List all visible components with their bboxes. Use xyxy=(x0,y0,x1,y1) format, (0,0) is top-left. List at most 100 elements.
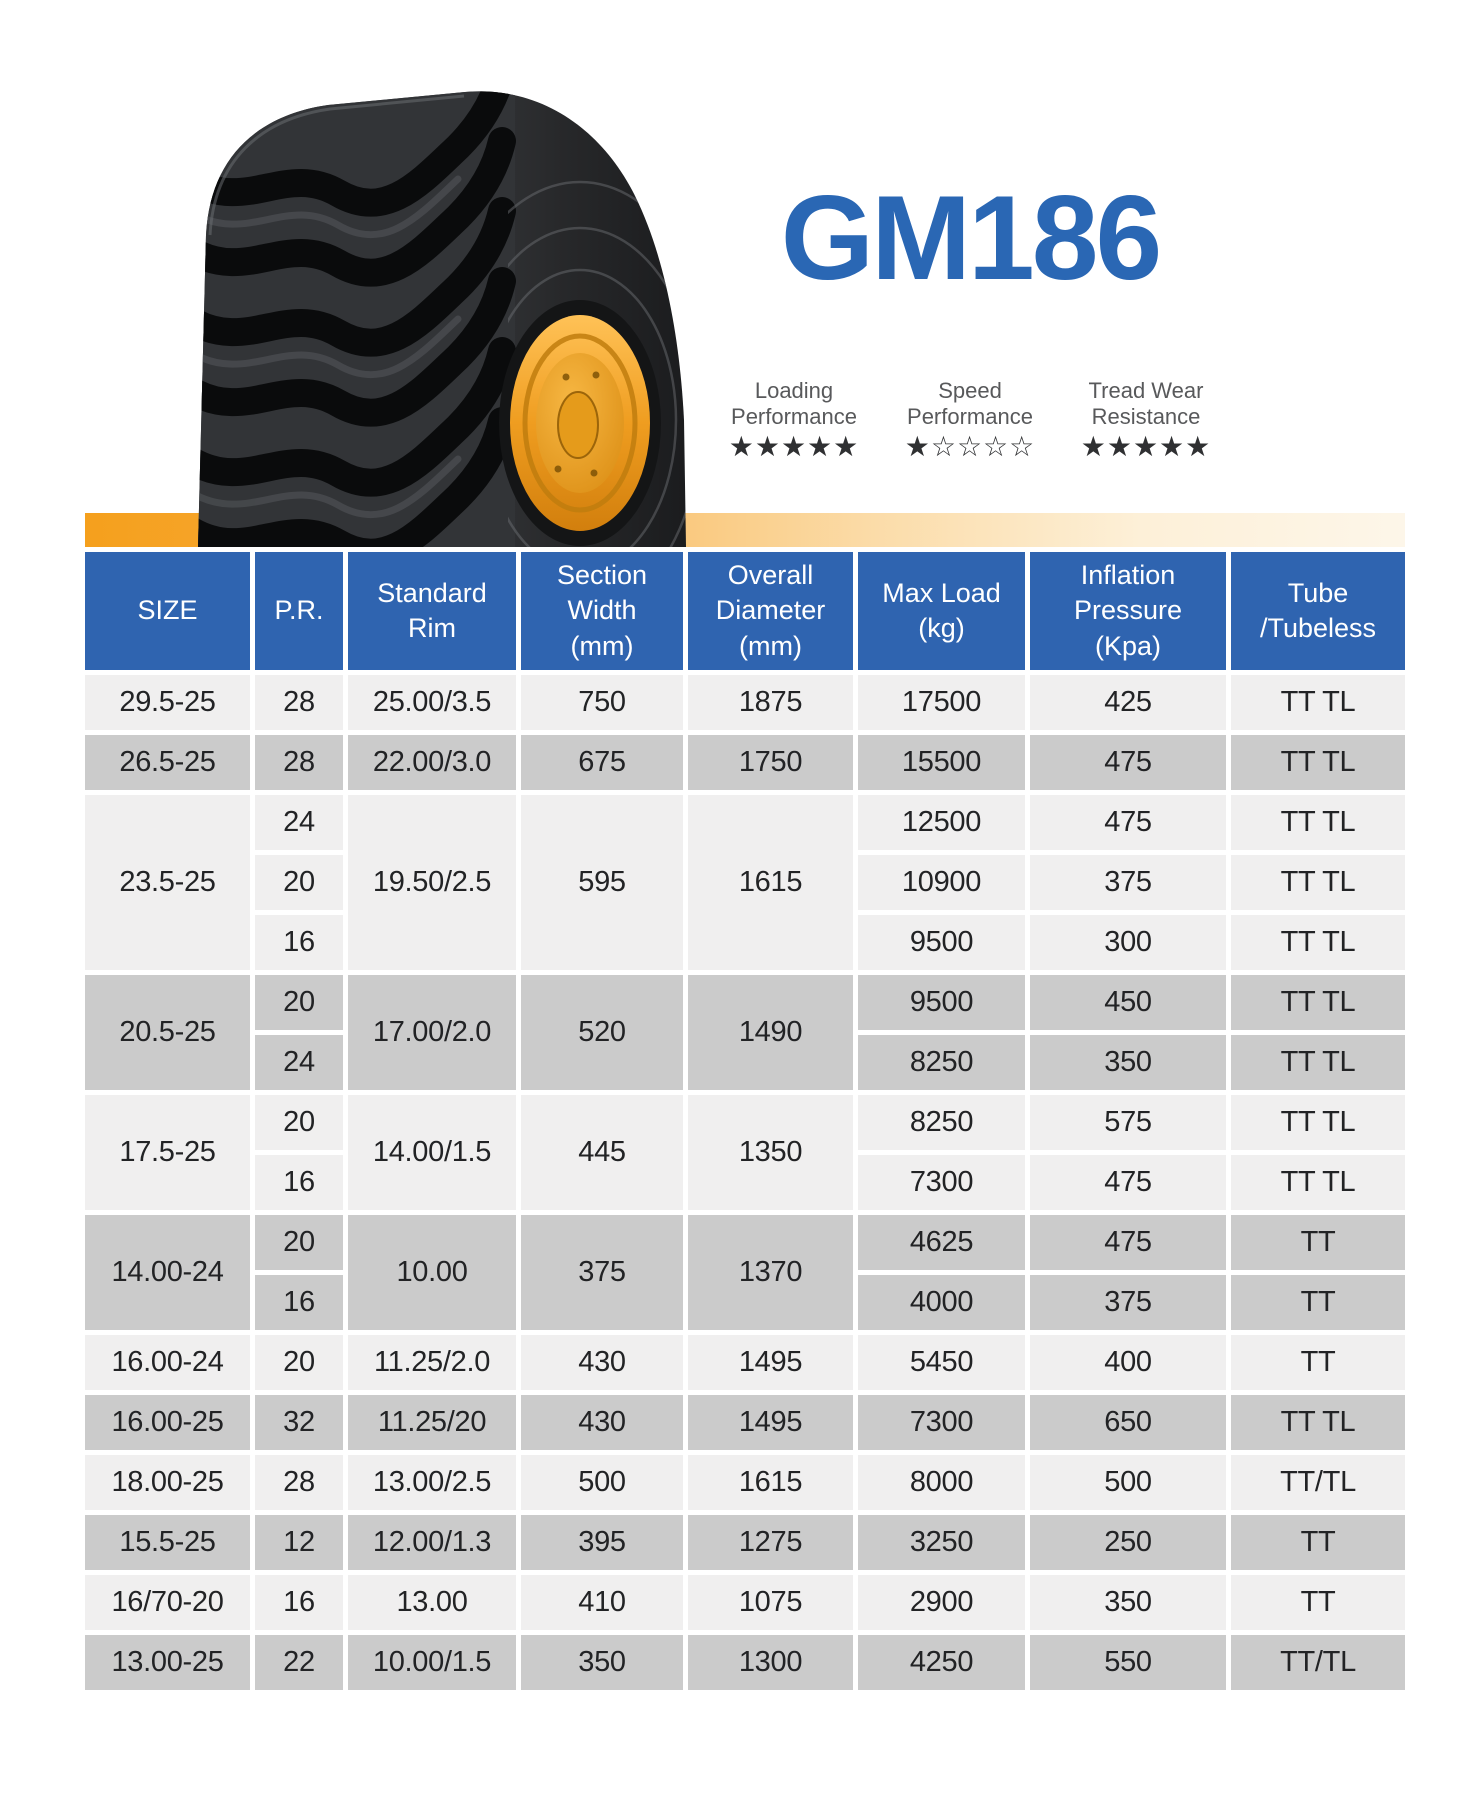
cell-standard-rim: 10.00/1.5 xyxy=(348,1635,516,1690)
rating: Tread Wear Resistance ★★★★★ xyxy=(1070,378,1222,463)
cell-pr: 20 xyxy=(255,1215,343,1270)
cell-overall-diameter: 1350 xyxy=(688,1095,853,1210)
header-tube-tubeless: Tube /Tubeless xyxy=(1231,552,1405,670)
header-pr: P.R. xyxy=(255,552,343,670)
table-row: 16 4000 375 TT xyxy=(85,1275,1405,1330)
cell-tube-tubeless: TT xyxy=(1231,1275,1405,1330)
tire-image xyxy=(198,91,686,547)
cell-inflation-pressure: 425 xyxy=(1030,675,1226,730)
table-row: 18.00-25 28 13.00/2.5 500 1615 8000 500 TT/TL xyxy=(85,1455,1405,1510)
cell-pr: 16 xyxy=(255,1155,343,1210)
star-filled-icon: ★ xyxy=(1106,429,1133,463)
cell-tube-tubeless: TT/TL xyxy=(1231,1455,1405,1510)
cell-max-load: 8250 xyxy=(858,1035,1025,1090)
cell-standard-rim: 10.00 xyxy=(348,1215,516,1330)
cell-size: 14.00-24 xyxy=(85,1215,250,1330)
rating-stars: ★★★★★ xyxy=(1070,429,1222,463)
cell-max-load: 12500 xyxy=(858,795,1025,850)
cell-size: 16.00-25 xyxy=(85,1395,250,1450)
star-empty-icon: ☆ xyxy=(983,429,1010,463)
cell-tube-tubeless: TT xyxy=(1231,1215,1405,1270)
cell-standard-rim: 17.00/2.0 xyxy=(348,975,516,1090)
star-filled-icon: ★ xyxy=(780,429,808,463)
table-row: 29.5-25 28 25.00/3.5 750 1875 17500 425 TT TL xyxy=(85,675,1405,730)
header-section-width: Section Width (mm) xyxy=(521,552,683,670)
cell-size: 29.5-25 xyxy=(85,675,250,730)
cell-tube-tubeless: TT TL xyxy=(1231,735,1405,790)
cell-section-width: 350 xyxy=(521,1635,683,1690)
table-row: 26.5-25 28 22.00/3.0 675 1750 15500 475 TT TL xyxy=(85,735,1405,790)
tire-photo xyxy=(80,85,695,547)
star-filled-icon: ★ xyxy=(1132,429,1160,463)
cell-tube-tubeless: TT TL xyxy=(1231,1395,1405,1450)
table-row: 23.5-25 24 19.50/2.5 595 1615 12500 475 TT TL xyxy=(85,795,1405,970)
cell-section-width: 410 xyxy=(521,1575,683,1630)
cell-pr: 16 xyxy=(255,1575,343,1630)
cell-section-width: 430 xyxy=(521,1335,683,1390)
cell-inflation-pressure: 650 xyxy=(1030,1395,1226,1450)
cell-max-load: 7300 xyxy=(858,1395,1025,1450)
star-filled-icon: ★ xyxy=(1185,429,1212,463)
rating-label: Loading Performance xyxy=(731,378,857,430)
cell-size: 23.5-25 xyxy=(85,795,250,970)
cell-overall-diameter: 1075 xyxy=(688,1575,853,1630)
cell-standard-rim: 13.00 xyxy=(348,1575,516,1630)
cell-section-width: 750 xyxy=(521,675,683,730)
cell-standard-rim: 12.00/1.3 xyxy=(348,1515,516,1570)
cell-pr: 16 xyxy=(255,915,343,970)
cell-tube-tubeless: TT TL xyxy=(1231,975,1405,1030)
cell-max-load: 7300 xyxy=(858,1155,1025,1210)
cell-pr: 22 xyxy=(255,1635,343,1690)
spec-table-body: 29.5-25 28 25.00/3.5 750 1875 17500 425 TT TL 26… xyxy=(85,675,1405,1690)
cell-size: 16.00-24 xyxy=(85,1335,250,1390)
cell-overall-diameter: 1490 xyxy=(688,975,853,1090)
table-row: 20.5-25 20 17.00/2.0 520 1490 9500 450 TT TL xyxy=(85,975,1405,1090)
cell-size: 26.5-25 xyxy=(85,735,250,790)
cell-section-width: 595 xyxy=(521,795,683,970)
cell-max-load: 4250 xyxy=(858,1635,1025,1690)
table-header-row: SIZE P.R. Standard Rim Section Width (mm… xyxy=(85,552,1405,670)
cell-tube-tubeless: TT xyxy=(1231,1575,1405,1630)
cell-overall-diameter: 1495 xyxy=(688,1395,853,1450)
cell-tube-tubeless: TT TL xyxy=(1231,1095,1405,1150)
cell-overall-diameter: 1370 xyxy=(688,1215,853,1330)
cell-max-load: 3250 xyxy=(858,1515,1025,1570)
cell-max-load: 9500 xyxy=(858,975,1025,1030)
cell-max-load: 4000 xyxy=(858,1275,1025,1330)
cell-tube-tubeless: TT xyxy=(1231,1335,1405,1390)
star-filled-icon: ★ xyxy=(833,429,860,463)
page-title: GM186 xyxy=(780,171,1163,305)
table-row: 16/70-20 16 13.00 410 1075 2900 350 TT xyxy=(85,1575,1405,1630)
rating-label: Speed Performance xyxy=(907,378,1033,430)
cell-tube-tubeless: TT TL xyxy=(1231,795,1405,850)
rating-stars: ★★★★★ xyxy=(718,429,870,463)
cell-pr: 20 xyxy=(255,855,343,910)
header-standard-rim: Standard Rim xyxy=(348,552,516,670)
header-size: SIZE xyxy=(85,552,250,670)
cell-overall-diameter: 1615 xyxy=(688,1455,853,1510)
cell-max-load: 15500 xyxy=(858,735,1025,790)
cell-overall-diameter: 1495 xyxy=(688,1335,853,1390)
cell-overall-diameter: 1875 xyxy=(688,675,853,730)
cell-size: 20.5-25 xyxy=(85,975,250,1090)
ratings-group: Loading Performance ★★★★★ Speed Performa… xyxy=(690,378,1250,463)
rating-label: Tread Wear Resistance xyxy=(1088,378,1204,430)
cell-section-width: 430 xyxy=(521,1395,683,1450)
star-filled-icon: ★ xyxy=(754,429,781,463)
table-row: 17.5-25 20 14.00/1.5 445 1350 8250 575 TT TL xyxy=(85,1095,1405,1210)
cell-standard-rim: 11.25/2.0 xyxy=(348,1335,516,1390)
star-filled-icon: ★ xyxy=(807,429,834,463)
cell-max-load: 10900 xyxy=(858,855,1025,910)
cell-inflation-pressure: 500 xyxy=(1030,1455,1226,1510)
cell-inflation-pressure: 350 xyxy=(1030,1035,1226,1090)
cell-tube-tubeless: TT TL xyxy=(1231,1155,1405,1210)
cell-inflation-pressure: 250 xyxy=(1030,1515,1226,1570)
cell-section-width: 500 xyxy=(521,1455,683,1510)
cell-max-load: 5450 xyxy=(858,1335,1025,1390)
cell-size: 13.00-25 xyxy=(85,1635,250,1690)
cell-inflation-pressure: 575 xyxy=(1030,1095,1226,1150)
cell-standard-rim: 25.00/3.5 xyxy=(348,675,516,730)
cell-inflation-pressure: 300 xyxy=(1030,915,1226,970)
cell-pr: 20 xyxy=(255,1095,343,1150)
cell-tube-tubeless: TT TL xyxy=(1231,675,1405,730)
